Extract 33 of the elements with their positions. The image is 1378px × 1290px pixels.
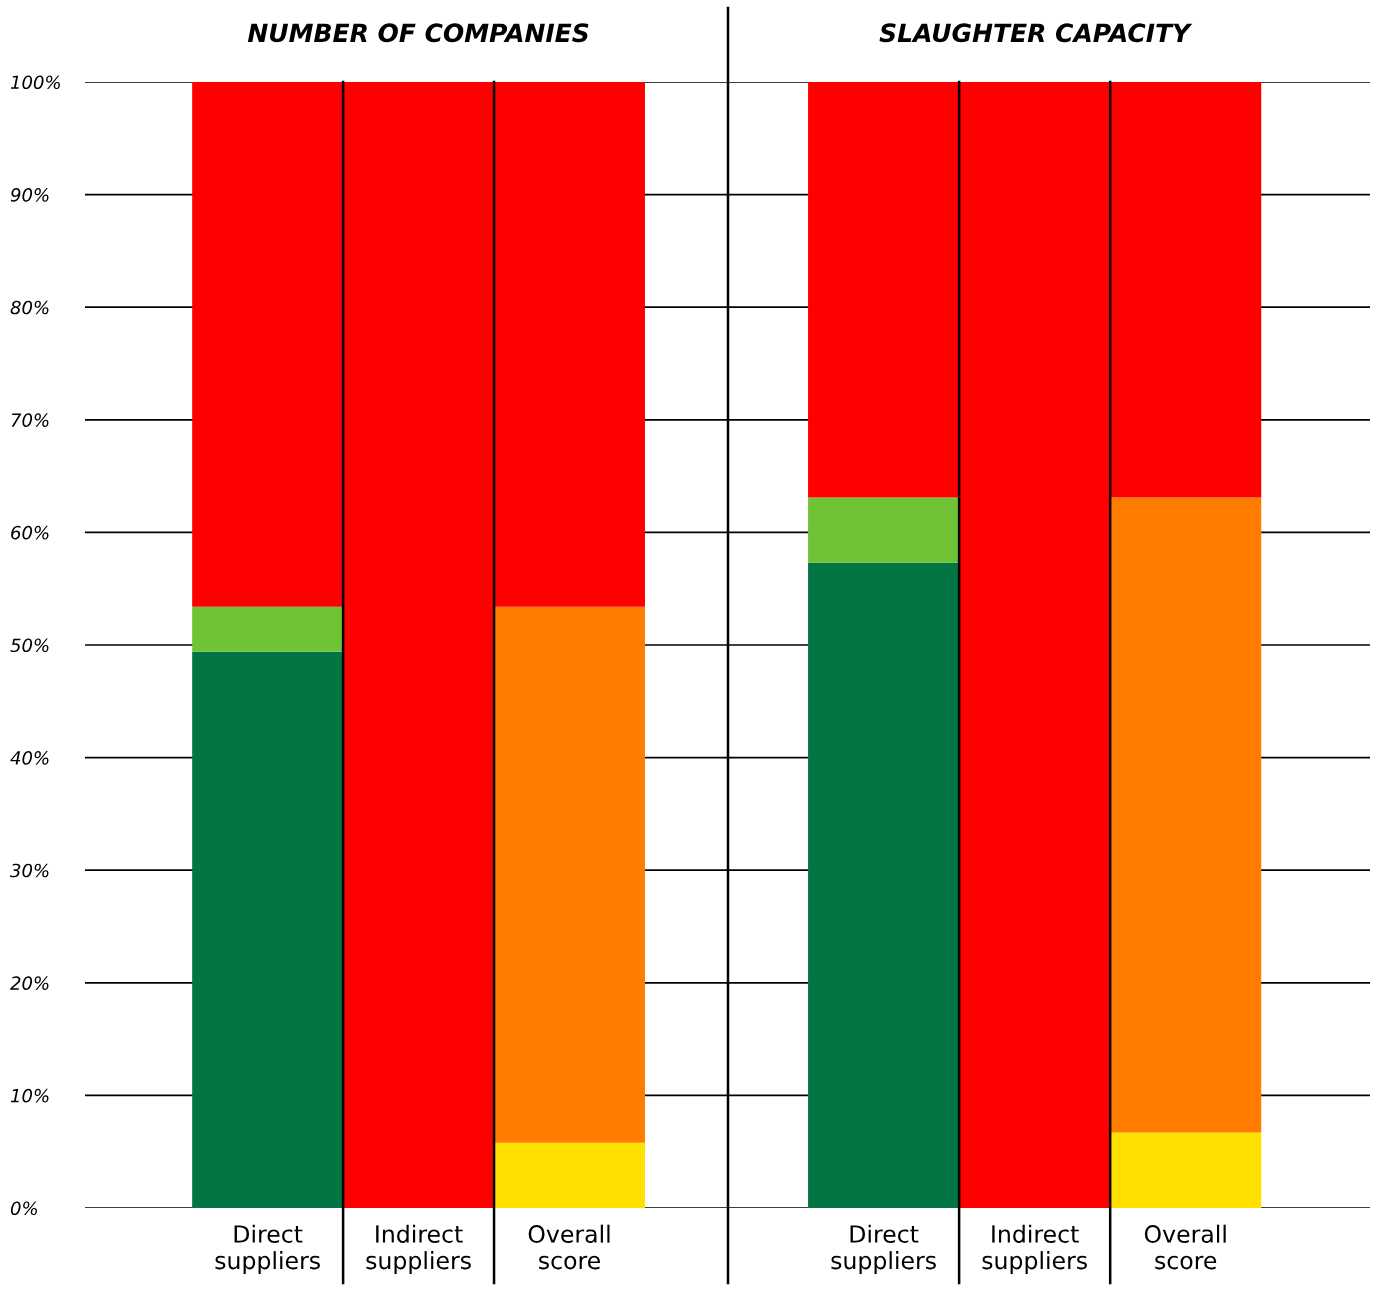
bar: [494, 606, 645, 1143]
bar: [1110, 497, 1262, 1133]
x-tick-label: Overall score: [528, 1224, 610, 1270]
bar: [959, 82, 1111, 1208]
y-tick-label: 70%: [11, 413, 49, 427]
bar: [192, 651, 344, 1208]
bar: [343, 82, 495, 1208]
y-tick-label: 100%: [10, 75, 60, 90]
bar: [494, 1142, 645, 1208]
bar: [494, 82, 645, 607]
bar: [808, 82, 960, 498]
y-tick-label: 50%: [10, 638, 49, 653]
x-tick-label: Direct suppliers: [215, 1224, 320, 1274]
chart-title: SLAUGHTER CAPACITY: [879, 23, 1193, 43]
x-tick-label: Overall score: [1144, 1224, 1226, 1270]
bar: [192, 606, 344, 652]
y-tick-label: 0%: [10, 1201, 37, 1216]
bar: [808, 562, 960, 1208]
y-tick-label: 90%: [10, 188, 49, 202]
bar: [808, 497, 960, 563]
y-tick-label: 10%: [10, 1088, 49, 1103]
bar: [192, 82, 344, 607]
chart-title: NUMBER OF COMPANIES: [247, 23, 589, 43]
x-tick-label: Direct suppliers: [831, 1224, 936, 1274]
y-tick-label: 60%: [11, 525, 49, 540]
x-tick-label: Indirect suppliers: [366, 1224, 471, 1274]
y-tick-label: 80%: [10, 300, 49, 315]
bar: [1110, 1132, 1262, 1208]
bar: [1110, 82, 1262, 498]
y-tick-label: 20%: [10, 976, 49, 990]
y-tick-label: 30%: [10, 863, 49, 878]
x-tick-label: Indirect suppliers: [982, 1224, 1087, 1274]
y-tick-label: 40%: [10, 751, 49, 765]
